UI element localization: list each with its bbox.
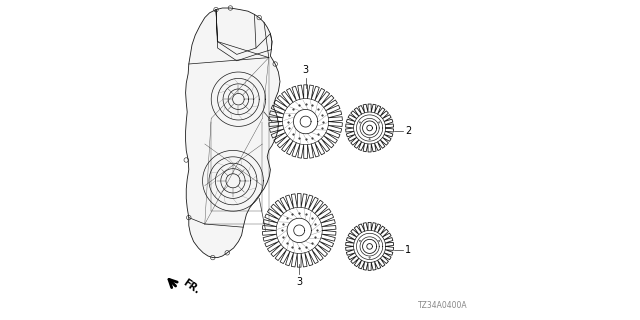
Text: 3: 3 — [296, 277, 302, 287]
Polygon shape — [186, 8, 280, 258]
Text: TZ34A0400A: TZ34A0400A — [417, 301, 467, 310]
Text: 3: 3 — [303, 65, 308, 75]
Text: FR.: FR. — [182, 277, 202, 296]
Text: 1: 1 — [406, 244, 412, 255]
Text: 2: 2 — [406, 126, 412, 136]
